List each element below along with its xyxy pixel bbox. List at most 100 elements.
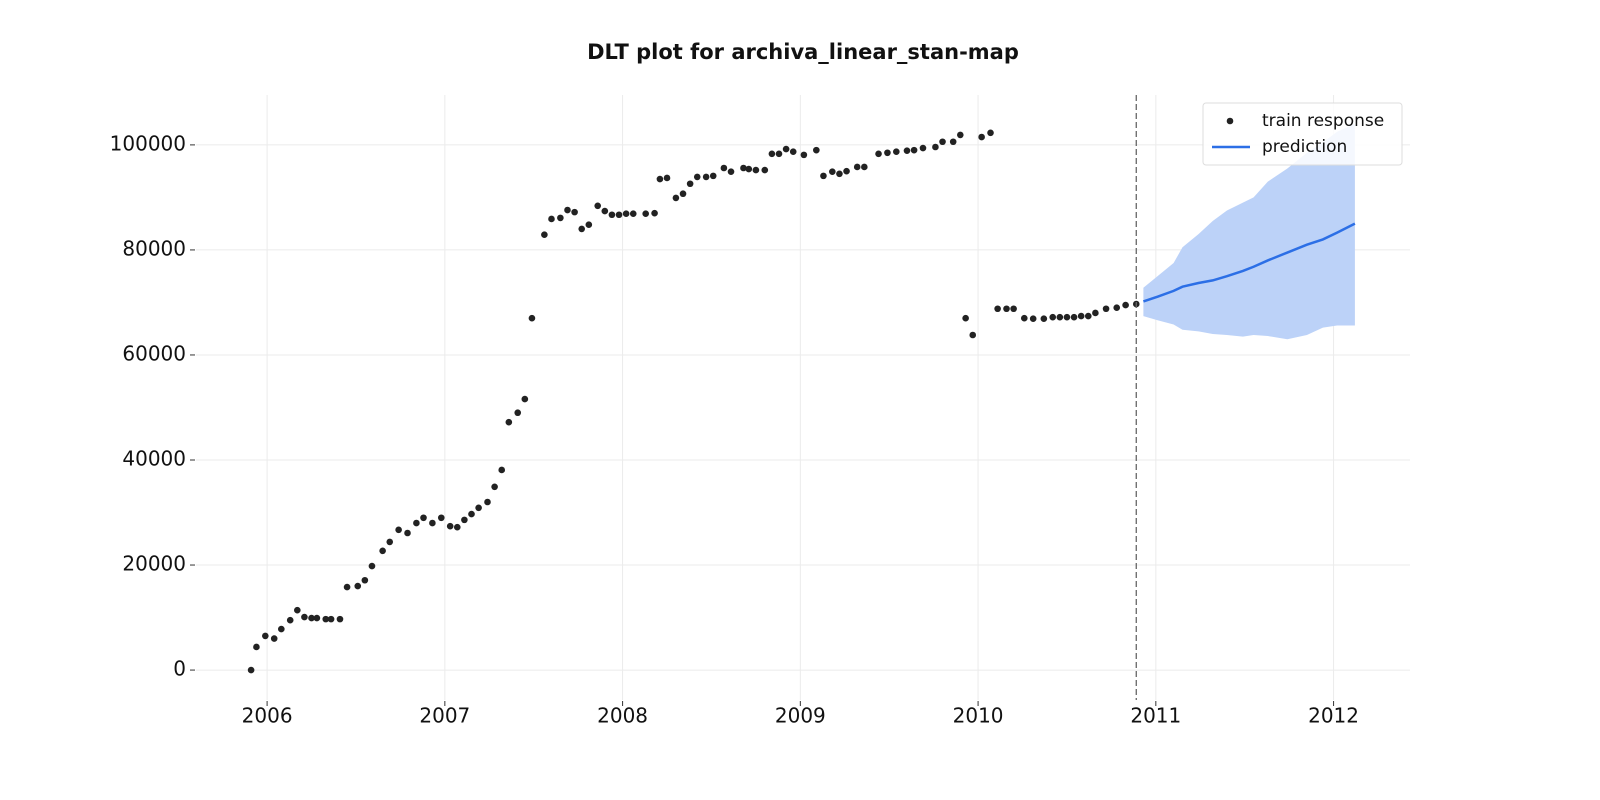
point [949, 138, 957, 146]
point [1102, 305, 1110, 313]
point [939, 138, 946, 146]
point [663, 174, 671, 182]
point [813, 146, 820, 154]
point [875, 150, 882, 158]
point [789, 148, 797, 156]
point [1049, 313, 1057, 321]
point [270, 635, 278, 642]
point [1020, 314, 1028, 322]
legend-label: train response [1262, 111, 1384, 131]
x-tick-label: 2010 [953, 704, 1004, 728]
point [437, 514, 445, 522]
point [745, 165, 753, 173]
point [651, 209, 658, 217]
prediction-line [1142, 222, 1356, 303]
point [514, 409, 522, 417]
point [468, 510, 475, 518]
point [861, 163, 868, 171]
point [1056, 313, 1064, 321]
point [608, 211, 616, 219]
point [629, 210, 637, 217]
point [505, 418, 513, 426]
point [919, 144, 927, 152]
x-tick-label: 2009 [775, 704, 826, 728]
point [336, 615, 344, 623]
y-tick-label: 0 [173, 657, 186, 681]
point [294, 606, 301, 614]
point [903, 147, 911, 154]
point [327, 615, 335, 623]
point [322, 615, 330, 623]
point [910, 146, 918, 154]
point [491, 483, 498, 491]
point [843, 167, 850, 175]
point [475, 504, 482, 512]
point [386, 538, 394, 546]
point [1063, 313, 1071, 321]
point [404, 529, 411, 537]
point [368, 562, 376, 570]
point [301, 613, 308, 621]
point [446, 522, 454, 530]
point [727, 168, 735, 175]
point [622, 210, 630, 217]
point [775, 150, 783, 158]
point [343, 583, 351, 591]
point [498, 466, 506, 474]
point [1113, 304, 1121, 311]
point [709, 172, 717, 180]
point [286, 616, 294, 624]
point [615, 211, 623, 219]
legend-label: prediction [1262, 137, 1347, 157]
point [541, 231, 548, 238]
point [829, 168, 836, 175]
point [702, 173, 710, 181]
point [247, 666, 255, 674]
point [1029, 315, 1037, 323]
point [1003, 305, 1010, 313]
legend-box [1202, 102, 1403, 166]
point [957, 131, 964, 139]
point [782, 145, 790, 153]
point [1040, 315, 1048, 323]
point [836, 170, 843, 178]
point [820, 172, 827, 180]
point [278, 625, 285, 633]
point [656, 175, 664, 183]
point [768, 150, 776, 158]
point [578, 225, 586, 233]
point [1070, 313, 1078, 321]
point [672, 194, 680, 202]
x-tick-label: 2011 [1130, 704, 1181, 728]
point [395, 526, 402, 534]
point [1010, 305, 1017, 313]
x-tick-label: 2012 [1308, 704, 1359, 728]
point [313, 614, 321, 622]
point [354, 582, 362, 590]
point [693, 173, 701, 181]
point [761, 166, 769, 174]
point [686, 180, 694, 188]
point [379, 547, 386, 555]
point [642, 210, 649, 217]
point [932, 143, 939, 151]
point [420, 514, 427, 522]
x-tick-label: 2008 [597, 704, 648, 728]
point [413, 519, 420, 527]
point [994, 305, 1001, 313]
point [262, 632, 269, 640]
point [752, 166, 760, 174]
point [987, 129, 994, 137]
point [978, 133, 985, 141]
point [800, 151, 808, 159]
point [308, 614, 315, 622]
point [564, 206, 571, 214]
y-tick-label: 20000 [122, 552, 186, 576]
point [740, 164, 747, 172]
point [1077, 312, 1085, 320]
point [720, 164, 728, 172]
x-tick-label: 2007 [419, 704, 470, 728]
y-tick-label: 60000 [122, 341, 186, 365]
point [484, 498, 491, 506]
